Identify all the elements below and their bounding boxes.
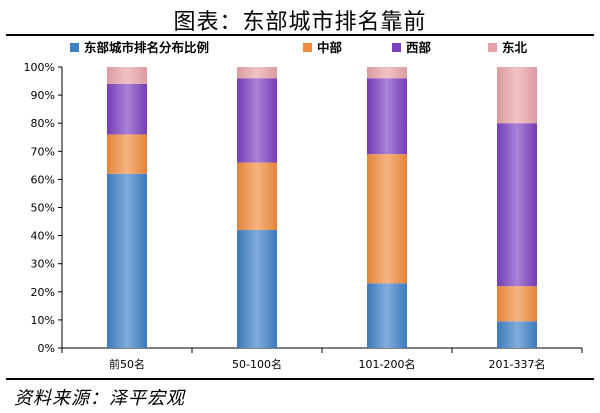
- bar-segment: [367, 67, 407, 79]
- legend-swatch: [488, 43, 497, 52]
- bar-segment: [107, 173, 147, 348]
- bar-segment: [497, 123, 537, 287]
- legend-swatch: [303, 43, 312, 52]
- y-tick-label: 90%: [31, 89, 55, 102]
- y-tick-label: 20%: [31, 286, 55, 299]
- y-tick-label: 80%: [31, 117, 55, 130]
- bar-segment: [237, 67, 277, 79]
- title-rule: [6, 34, 594, 36]
- bar-segment: [107, 83, 147, 135]
- y-tick-label: 60%: [31, 173, 55, 186]
- bar-segment: [367, 154, 407, 284]
- source-note: 资料来源：泽平宏观: [14, 388, 185, 409]
- x-tick-label: 201-337名: [489, 357, 546, 371]
- page-title: 图表：东部城市排名靠前: [173, 10, 427, 35]
- y-tick-label: 70%: [31, 145, 55, 158]
- bar-segment: [237, 162, 277, 230]
- legend-swatch: [70, 43, 79, 52]
- bar-segment: [497, 321, 537, 348]
- source-rule: [6, 378, 594, 380]
- bar-segment: [107, 67, 147, 84]
- bar-segment: [107, 134, 147, 174]
- axes: 0% 10% 20% 30% 40% 50% 60% 70% 80% 90% 100% 前50名 50-…: [24, 61, 583, 371]
- bar-segment: [497, 67, 537, 124]
- x-tick-label: 50-100名: [232, 357, 282, 371]
- bar-segment: [497, 286, 537, 322]
- stacked-bar-chart: 东部城市排名分布比例 中部 西部 东北 0% 10% 20% 30% 40% 50% 60% 70%…: [24, 40, 583, 371]
- legend-swatch: [392, 43, 401, 52]
- legend-label: 西部: [406, 40, 432, 55]
- x-tick-label: 101-200名: [359, 357, 416, 371]
- y-tick-label: 40%: [31, 230, 55, 243]
- bar-segment: [367, 283, 407, 348]
- bar-segment: [237, 229, 277, 348]
- legend: 东部城市排名分布比例 中部 西部 东北: [70, 40, 528, 55]
- y-tick-label: 0%: [38, 342, 55, 355]
- legend-label: 中部: [317, 40, 343, 55]
- y-tick-label: 30%: [31, 258, 55, 271]
- y-tick-label: 100%: [24, 61, 55, 74]
- legend-label: 东部城市排名分布比例: [84, 40, 209, 55]
- bars: [107, 67, 537, 348]
- x-tick-label: 前50名: [109, 357, 145, 371]
- y-tick-label: 10%: [31, 314, 55, 327]
- y-tick-label: 50%: [31, 202, 55, 215]
- legend-label: 东北: [502, 40, 528, 55]
- bar-segment: [367, 78, 407, 155]
- bar-segment: [237, 78, 277, 163]
